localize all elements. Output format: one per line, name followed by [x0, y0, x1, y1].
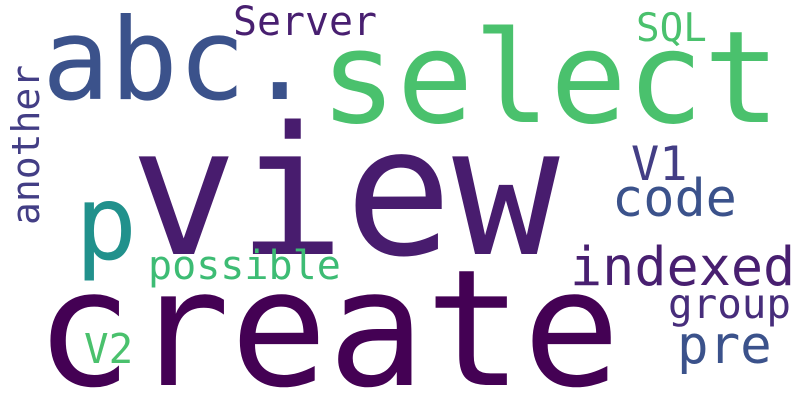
- word-v1: V1: [631, 136, 688, 192]
- word-server: Server: [233, 0, 378, 45]
- word-code: code: [612, 169, 737, 229]
- word-select: select: [320, 4, 781, 153]
- word-p: p: [75, 163, 138, 284]
- word-create: create: [35, 236, 621, 400]
- word-group: group: [668, 279, 791, 328]
- word-another: another: [4, 64, 48, 225]
- word-v2: V2: [84, 325, 134, 373]
- word-abc: abc.: [42, 0, 314, 126]
- word-pre: pre: [677, 315, 772, 376]
- word-view: view: [130, 88, 560, 297]
- word-sql: SQL: [636, 5, 707, 51]
- word-possible: possible: [148, 243, 341, 289]
- word-indexed: indexed: [570, 234, 796, 298]
